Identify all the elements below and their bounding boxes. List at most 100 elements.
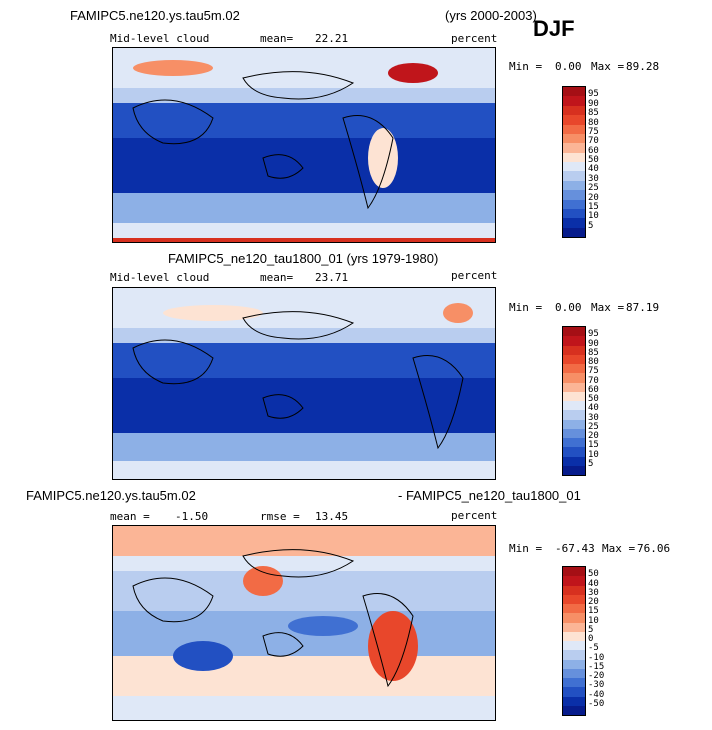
panel3-min-label: Min = bbox=[509, 542, 543, 555]
panel3-mean-value: -1.50 bbox=[175, 510, 209, 523]
colorbar-swatch bbox=[563, 419, 585, 429]
colorbar-tick-label: 30 bbox=[588, 173, 599, 184]
colorbar-tick-label: 70 bbox=[588, 375, 599, 386]
colorbar-tick-label: -10 bbox=[588, 652, 605, 663]
panel1-min-value: 0.00 bbox=[555, 60, 582, 73]
andes-highs bbox=[368, 128, 398, 188]
colorbar-swatch bbox=[563, 705, 585, 715]
colorbar-swatch bbox=[563, 401, 585, 411]
colorbar-tick-label: 15 bbox=[588, 606, 599, 617]
negative-anomaly bbox=[288, 616, 358, 636]
colorbar-swatch bbox=[563, 336, 585, 346]
coastline-americas bbox=[412, 355, 464, 450]
colorbar-swatch bbox=[563, 428, 585, 438]
panel2-field bbox=[113, 288, 495, 479]
colorbar-tick-label: 20 bbox=[588, 192, 599, 203]
colorbar-swatch bbox=[563, 152, 585, 162]
panel3-units: percent bbox=[451, 509, 498, 522]
tropics-band bbox=[113, 103, 495, 138]
southern-band bbox=[113, 656, 495, 696]
colorbar-tick-label: 40 bbox=[588, 164, 599, 175]
panel3-map bbox=[112, 525, 496, 721]
colorbar-tick-label: 15 bbox=[588, 201, 599, 212]
panel3-rmse-label: rmse = bbox=[260, 510, 300, 523]
colorbar-swatch bbox=[563, 696, 585, 706]
colorbar-swatch bbox=[563, 594, 585, 604]
colorbar-tick-label: 90 bbox=[588, 338, 599, 349]
colorbar-tick-label: 85 bbox=[588, 347, 599, 358]
cloud-high bbox=[443, 303, 473, 323]
colorbar-swatch bbox=[563, 576, 585, 586]
southern-band bbox=[113, 433, 495, 461]
negative-anomaly bbox=[173, 641, 233, 671]
colorbar-tick-label: 75 bbox=[588, 366, 599, 377]
colorbar-tick-label: 20 bbox=[588, 597, 599, 607]
colorbar-tick-label: 70 bbox=[588, 136, 599, 147]
colorbar-tick-label: 25 bbox=[588, 183, 599, 194]
colorbar-swatch bbox=[563, 162, 585, 172]
colorbar-swatch bbox=[563, 171, 585, 181]
colorbar-tick-label: 10 bbox=[588, 615, 599, 626]
colorbar-swatch bbox=[563, 124, 585, 134]
panel3-max-value: 76.06 bbox=[637, 542, 671, 555]
colorbar-tick-label: 50 bbox=[588, 569, 599, 580]
panel3-colorbar bbox=[562, 566, 586, 716]
colorbar-tick-label: 0 bbox=[588, 634, 594, 644]
colorbar-tick-label: 60 bbox=[588, 145, 599, 156]
colorbar-swatch bbox=[563, 354, 585, 364]
panel3-field bbox=[113, 526, 495, 720]
panel1-max-label: Max = bbox=[591, 60, 625, 73]
arctic-highs bbox=[163, 305, 263, 321]
border-strip bbox=[113, 238, 495, 242]
colorbar-swatch bbox=[563, 650, 585, 660]
coastline-africa bbox=[132, 99, 214, 145]
panel1-mean-label: mean= bbox=[260, 32, 294, 45]
colorbar-tick-label: 95 bbox=[588, 89, 599, 100]
panel2-min-value: 0.00 bbox=[555, 301, 582, 314]
colorbar-tick-label: 90 bbox=[588, 98, 599, 109]
colorbar-swatch bbox=[563, 567, 585, 577]
colorbar-swatch bbox=[563, 87, 585, 97]
antarctic-band bbox=[113, 461, 495, 479]
panel2-mean-label: mean= bbox=[260, 271, 294, 284]
colorbar-tick-label: 50 bbox=[588, 394, 599, 404]
colorbar-swatch bbox=[563, 227, 585, 237]
coastline-asia bbox=[242, 549, 355, 578]
panel2-map bbox=[112, 287, 496, 480]
colorbar-tick-label: -5 bbox=[588, 643, 599, 654]
colorbar-swatch bbox=[563, 373, 585, 383]
panel2-colorbar bbox=[562, 326, 586, 476]
panel1-map bbox=[112, 47, 496, 243]
subtropics-band bbox=[113, 138, 495, 193]
panel1-mean-value: 22.21 bbox=[315, 32, 349, 45]
colorbar-tick-label: 50 bbox=[588, 155, 599, 165]
colorbar-swatch bbox=[563, 631, 585, 641]
coastline-australia bbox=[262, 632, 304, 657]
colorbar-tick-label: -20 bbox=[588, 671, 605, 681]
colorbar-swatch bbox=[563, 382, 585, 392]
panel1-colorbar bbox=[562, 86, 586, 238]
colorbar-swatch bbox=[563, 143, 585, 153]
colorbar-tick-label: -50 bbox=[588, 698, 605, 709]
coastline-australia bbox=[262, 154, 304, 179]
colorbar-swatch bbox=[563, 115, 585, 125]
coastline-africa bbox=[132, 577, 214, 623]
colorbar-tick-label: 5 bbox=[588, 458, 594, 469]
colorbar-swatch bbox=[563, 465, 585, 475]
colorbar-swatch bbox=[563, 659, 585, 669]
north-band bbox=[113, 526, 495, 556]
colorbar-swatch bbox=[563, 604, 585, 614]
colorbar-swatch bbox=[563, 105, 585, 116]
colorbar-tick-label: 15 bbox=[588, 440, 599, 451]
arctic-band bbox=[113, 288, 495, 328]
season-label: DJF bbox=[533, 16, 575, 41]
colorbar-tick-label: 40 bbox=[588, 403, 599, 414]
colorbar-swatch bbox=[563, 410, 585, 420]
colorbar-tick-label: 30 bbox=[588, 587, 599, 598]
panel2-max-value: 87.19 bbox=[626, 301, 660, 314]
colorbar-swatch bbox=[563, 447, 585, 457]
colorbar-tick-label: 25 bbox=[588, 421, 599, 432]
colorbar-swatch bbox=[563, 208, 585, 219]
colorbar-tick-label: 20 bbox=[588, 431, 599, 441]
southern-band bbox=[113, 193, 495, 223]
